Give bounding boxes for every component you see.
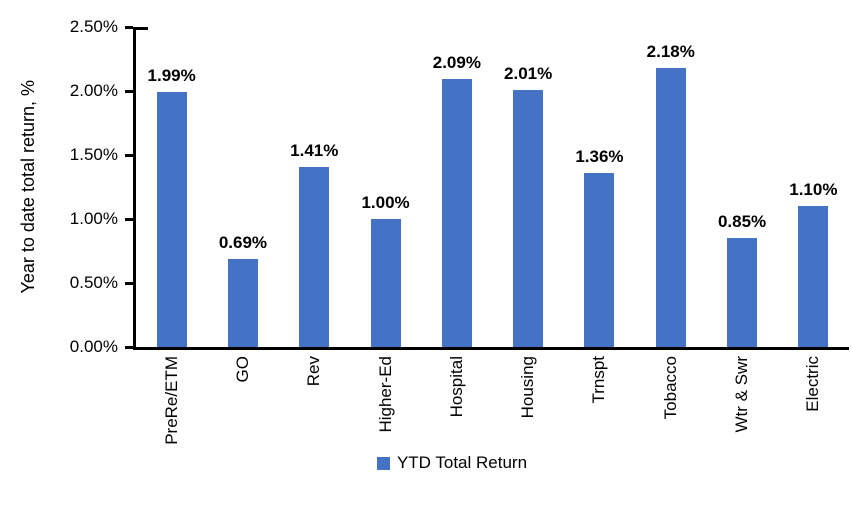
x-axis-label-cell: Wtr & Swr <box>730 356 754 433</box>
bar-higher-ed <box>370 219 401 347</box>
y-axis-tick-mark <box>125 89 133 93</box>
y-axis-tick-label: 0.50% <box>69 273 118 292</box>
bar-data-label: 2.09% <box>432 53 481 73</box>
x-axis-label-cell: Higher-Ed <box>374 356 398 433</box>
y-axis-tick-mark <box>125 25 133 29</box>
bar-go <box>227 258 258 347</box>
bar-data-label: 1.99% <box>147 66 196 86</box>
bar-trnspt <box>584 172 615 347</box>
x-axis-label: Housing <box>518 356 538 419</box>
x-axis-label-cell: Hospital <box>445 356 469 417</box>
bar-prere-etm <box>156 92 187 347</box>
bar-data-label: 2.18% <box>646 41 695 61</box>
x-axis-label: Rev <box>304 356 324 387</box>
bar-housing <box>513 89 544 347</box>
y-axis-tick-label: 1.50% <box>69 145 118 164</box>
x-axis-label-cell: Rev <box>302 356 326 386</box>
bar-data-label: 1.36% <box>575 146 624 166</box>
x-axis-labels: PreRe/ETM GO Rev Higher-Ed Hospital Housing Tr… <box>136 356 849 461</box>
bar-data-label: 1.00% <box>361 193 410 212</box>
y-axis-top-tick <box>136 27 148 30</box>
legend-swatch-icon <box>376 456 390 470</box>
x-axis-label: Higher-Ed <box>375 356 395 433</box>
bar-data-label: 0.69% <box>218 232 268 252</box>
x-axis-label: Tobacco <box>660 356 680 420</box>
y-axis-tick-mark <box>125 153 133 157</box>
bar-data-label: 2.01% <box>504 63 553 83</box>
x-axis-label-cell: GO <box>231 356 255 382</box>
x-axis-label: Trnspt <box>589 356 609 404</box>
y-axis-tick-mark <box>125 217 133 221</box>
y-axis-title-wrap: Year to date total return, % <box>14 27 42 347</box>
x-axis-label: PreRe/ETM <box>161 356 181 445</box>
legend: YTD Total Return <box>26 453 852 473</box>
bar-rev <box>299 166 330 347</box>
y-axis-tick-label: 0.00% <box>69 337 118 356</box>
x-axis-label-cell: Trnspt <box>587 356 611 404</box>
bar-data-label: 0.85% <box>717 212 767 232</box>
x-axis-label-cell: Tobacco <box>659 356 683 419</box>
bar-hospital <box>441 79 472 347</box>
y-axis-tick-label: 1.00% <box>69 209 118 228</box>
bar-data-label: 1.41% <box>290 140 339 160</box>
y-axis-title: Year to date total return, % <box>17 80 38 294</box>
x-axis-label: Hospital <box>446 356 466 418</box>
bar-tobacco <box>655 67 686 347</box>
bar-data-label: 1.10% <box>789 180 838 200</box>
bar-electric <box>798 206 829 347</box>
legend-label: YTD Total Return <box>396 453 528 472</box>
x-axis-label-cell: Housing <box>516 356 540 418</box>
bar-wtr-swr <box>727 238 758 347</box>
y-axis-line <box>133 27 136 350</box>
y-axis-tick-label: 2.50% <box>69 17 118 36</box>
y-axis-tick-labels: 0.00% 0.50% 1.00% 1.50% 2.00% 2.50% <box>40 0 118 400</box>
x-axis-label: GO <box>232 356 252 383</box>
y-axis-tick-mark <box>125 345 133 349</box>
x-axis-label: Electric <box>803 356 823 412</box>
x-axis-label-cell: Electric <box>801 356 825 412</box>
y-axis-tick-mark <box>125 281 133 285</box>
plot-area: 1.99% 0.69% 1.41% 1.00% 2.09% 2.01% 1.36% 2.18%… <box>136 27 849 350</box>
y-axis-tick-label: 2.00% <box>69 81 118 100</box>
x-axis-label: Wtr & Swr <box>732 356 752 433</box>
x-axis-label-cell: PreRe/ETM <box>160 356 184 445</box>
